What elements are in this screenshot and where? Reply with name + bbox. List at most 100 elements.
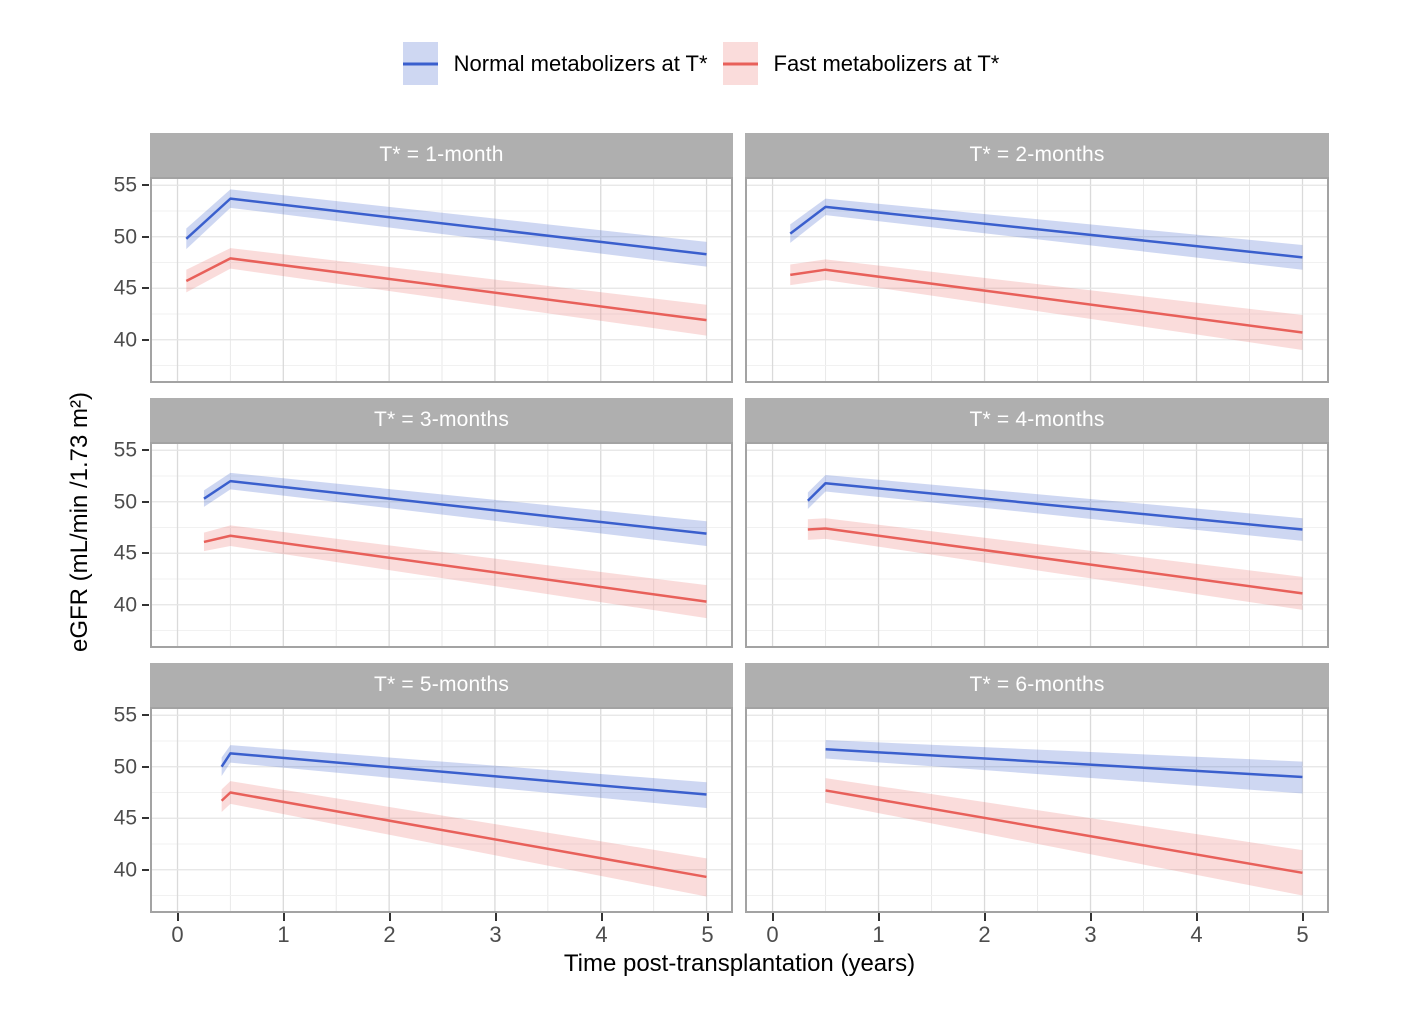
- y-tick-label: 55: [113, 703, 137, 727]
- y-tick-label: 55: [113, 438, 137, 462]
- facet-plot-area: [150, 442, 733, 648]
- y-tick-mark: [142, 765, 149, 768]
- facet-strip: T* = 6-months: [745, 663, 1329, 707]
- normal-ribbon: [807, 474, 1303, 541]
- x-tick-mark: [494, 913, 497, 921]
- legend-key-normal-line: [402, 62, 438, 65]
- y-axis-ticks-row2: 40 45 50 55: [0, 398, 150, 648]
- fast-line: [825, 789, 1303, 875]
- legend-label-fast: Fast metabolizers at T*: [773, 50, 1000, 76]
- facet-plot-area: [745, 177, 1329, 383]
- x-axis-title: Time post-transplantation (years): [563, 950, 916, 977]
- normal-line: [825, 747, 1303, 779]
- x-tick-label: 2: [978, 922, 991, 947]
- y-axis-ticks-row1: 40 45 50 55: [0, 133, 150, 383]
- x-tick-label: 1: [277, 922, 290, 947]
- panel-border: [150, 442, 733, 648]
- legend: Normal metabolizers at T* Fast metaboliz…: [0, 42, 1402, 85]
- normal-line: [789, 205, 1303, 259]
- fast-ribbon: [186, 248, 707, 336]
- x-tick-label: 2: [383, 922, 396, 947]
- y-tick-label: 40: [113, 858, 137, 882]
- facet-strip: T* = 4-months: [745, 398, 1329, 442]
- fast-line: [807, 527, 1303, 595]
- facet-plot-area: [150, 177, 733, 383]
- facet-5-months: T* = 5-months: [150, 663, 733, 913]
- panel-border: [150, 177, 733, 383]
- normal-ribbon: [221, 745, 707, 808]
- normal-line: [220, 752, 707, 796]
- facet-4-months: T* = 4-months: [745, 398, 1329, 648]
- y-tick-label: 55: [113, 173, 137, 197]
- y-tick-label: 50: [113, 225, 137, 249]
- legend-label-normal: Normal metabolizers at T*: [453, 50, 708, 76]
- y-tick-mark: [142, 552, 149, 555]
- y-tick-mark: [142, 500, 149, 503]
- legend-key-fast-line: [722, 62, 758, 65]
- x-tick-mark: [176, 913, 179, 921]
- x-tick-mark: [706, 913, 709, 921]
- y-tick-mark: [142, 338, 149, 341]
- y-tick-mark: [142, 184, 149, 187]
- normal-ribbon: [825, 739, 1303, 794]
- fast-line: [203, 534, 707, 603]
- fast-ribbon: [790, 259, 1303, 351]
- panel-border: [150, 707, 733, 913]
- facet-6-months: T* = 6-months: [745, 663, 1329, 913]
- y-tick-label: 45: [113, 541, 137, 565]
- x-tick-mark: [600, 913, 603, 921]
- y-tick-label: 50: [113, 755, 137, 779]
- fast-line: [790, 268, 1303, 334]
- x-tick-label: 3: [489, 922, 502, 947]
- x-axis-ticks-left: 0 1 2 3 4 5: [150, 913, 733, 959]
- y-tick-label: 45: [113, 806, 137, 830]
- y-tick-label: 45: [113, 276, 137, 300]
- x-tick-label: 5: [1296, 922, 1309, 947]
- x-tick-mark: [771, 913, 774, 921]
- facet-plot-area: [745, 707, 1329, 913]
- y-tick-mark: [142, 287, 149, 290]
- x-tick-label: 3: [1084, 922, 1097, 947]
- facet-3-months: T* = 3-months: [150, 398, 733, 648]
- fast-ribbon: [807, 518, 1303, 610]
- legend-item-normal: Normal metabolizers at T*: [402, 42, 708, 85]
- facet-plot-area: [150, 707, 733, 913]
- facet-gap: [733, 133, 745, 398]
- facet-1-month: T* = 1-month: [150, 133, 733, 383]
- normal-line: [806, 481, 1303, 531]
- y-tick-mark: [142, 449, 149, 452]
- legend-item-fast: Fast metabolizers at T*: [722, 42, 1000, 85]
- facet-grid: 40 45 50 55 T* = 1-month T* = 2-months 40 45…: [0, 133, 1329, 959]
- x-axis-spacer: [0, 913, 150, 959]
- panel-border: [745, 707, 1329, 913]
- facet-2-months: T* = 2-months: [745, 133, 1329, 383]
- x-tick-label: 4: [1190, 922, 1203, 947]
- x-tick-label: 1: [872, 922, 885, 947]
- x-tick-label: 0: [766, 922, 779, 947]
- y-axis-ticks-row3: 40 45 50 55: [0, 663, 150, 913]
- x-tick-label: 5: [701, 922, 714, 947]
- y-tick-label: 40: [113, 328, 137, 352]
- y-tick-mark: [142, 235, 149, 238]
- legend-key-normal-swatch: [402, 42, 438, 85]
- y-tick-mark: [142, 714, 149, 717]
- x-tick-mark: [282, 913, 285, 921]
- y-tick-mark: [142, 603, 149, 606]
- facet-gap: [733, 398, 745, 663]
- normal-line: [203, 479, 707, 535]
- x-tick-mark: [1089, 913, 1092, 921]
- facet-plot-area: [745, 442, 1329, 648]
- panel-border: [745, 442, 1329, 648]
- fast-line: [185, 257, 707, 322]
- x-tick-label: 0: [171, 922, 184, 947]
- facet-strip: T* = 5-months: [150, 663, 733, 707]
- normal-line: [185, 197, 707, 256]
- facet-strip: T* = 2-months: [745, 133, 1329, 177]
- x-tick-mark: [1301, 913, 1304, 921]
- panel-border: [745, 177, 1329, 383]
- fast-ribbon: [825, 778, 1303, 896]
- y-tick-label: 50: [113, 490, 137, 514]
- fast-line: [220, 791, 707, 879]
- facet-gap: [733, 663, 745, 913]
